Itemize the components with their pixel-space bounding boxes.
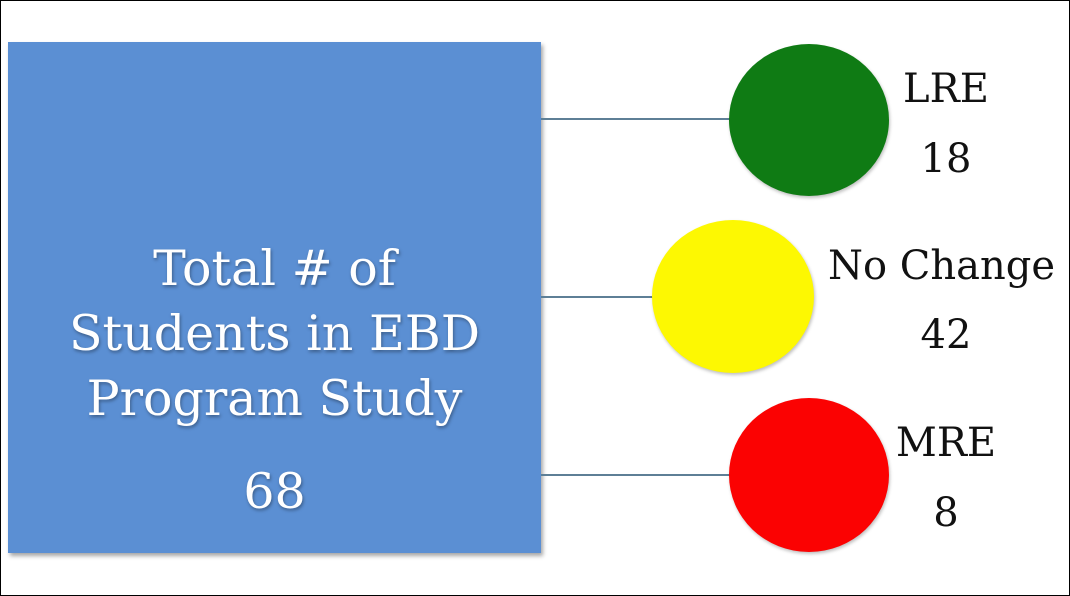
total-students-box: Total # of Students in EBD Program Study… — [8, 42, 541, 553]
value-mre: 8 — [933, 490, 959, 536]
connector-mre — [541, 474, 731, 476]
label-mre: MRE — [895, 420, 997, 466]
total-students-value: 68 — [243, 463, 306, 520]
circle-lre — [729, 44, 889, 196]
connector-no-change — [541, 296, 654, 298]
connector-lre — [541, 118, 731, 120]
circle-no-change — [652, 220, 814, 373]
circle-mre — [729, 398, 889, 552]
value-lre: 18 — [920, 136, 972, 182]
label-no-change: No Change — [827, 243, 1056, 289]
total-students-label: Total # of Students in EBD Program Study — [68, 240, 481, 427]
label-lre: LRE — [903, 66, 989, 112]
value-no-change: 42 — [920, 312, 972, 358]
